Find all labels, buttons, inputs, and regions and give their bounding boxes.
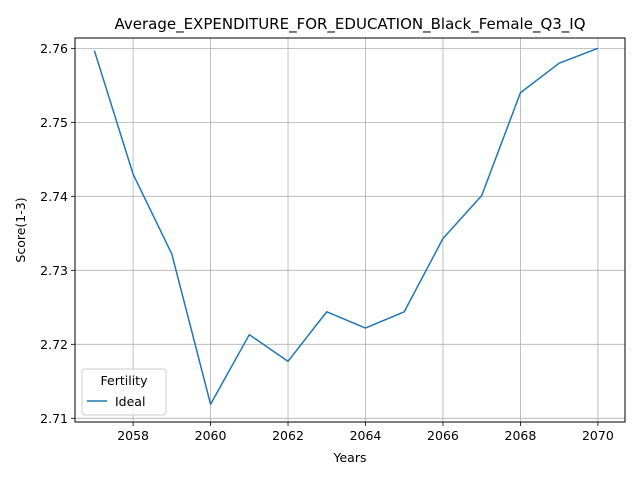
x-tick-label: 2070: [582, 428, 614, 443]
plot-frame: [74, 37, 626, 423]
y-tick-label: 2.71: [40, 411, 68, 426]
y-tick-label: 2.76: [40, 41, 68, 56]
legend: Fertility Ideal: [81, 368, 167, 416]
series-line-ideal: [93, 47, 599, 405]
x-tick-label: 2068: [505, 428, 537, 443]
series-layer: [93, 47, 599, 405]
chart-title: Average_EXPENDITURE_FOR_EDUCATION_Black_…: [114, 15, 585, 34]
data-point: [287, 360, 289, 362]
data-point: [364, 327, 366, 329]
y-tick-label: 2.75: [40, 115, 68, 130]
x-tick-label: 2058: [117, 428, 149, 443]
data-point: [171, 253, 173, 255]
data-point: [481, 195, 483, 197]
y-tick-label: 2.73: [40, 263, 68, 278]
data-point: [326, 311, 328, 313]
data-point: [93, 50, 95, 52]
y-tick-label: 2.74: [40, 189, 68, 204]
data-point: [248, 334, 250, 336]
y-axis-label: Score(1-3): [13, 197, 28, 262]
x-axis-label: Years: [333, 450, 367, 465]
x-tick-label: 2060: [195, 428, 227, 443]
ticks: 2058 2060 2062 2064 2066 2068 2070 2.71 2.72 2.73…: [40, 41, 614, 443]
legend-title: Fertility: [101, 373, 149, 388]
data-point: [442, 238, 444, 240]
x-tick-label: 2062: [272, 428, 304, 443]
data-point: [403, 311, 405, 313]
data-point: [558, 62, 560, 64]
legend-box: [81, 368, 167, 416]
data-point: [210, 403, 212, 405]
grid: [75, 38, 625, 422]
legend-label-ideal: Ideal: [115, 394, 145, 409]
data-point: [519, 92, 521, 94]
y-tick-label: 2.72: [40, 337, 68, 352]
x-tick-label: 2064: [350, 428, 382, 443]
data-point: [132, 173, 134, 175]
x-tick-label: 2066: [427, 428, 459, 443]
data-point: [597, 47, 599, 49]
